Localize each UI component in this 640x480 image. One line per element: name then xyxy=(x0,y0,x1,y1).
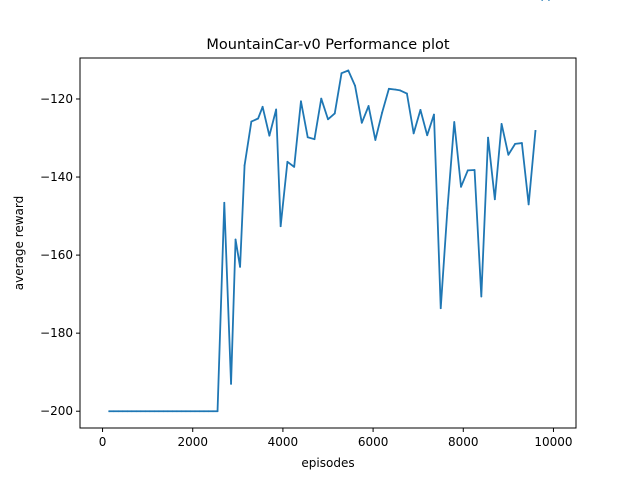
data-point xyxy=(167,410,169,412)
data-point xyxy=(262,106,264,108)
data-point xyxy=(275,109,277,111)
y-tick-label: −140 xyxy=(40,170,73,184)
data-point xyxy=(250,121,252,123)
data-point xyxy=(406,93,408,95)
data-point xyxy=(117,410,119,412)
data-point xyxy=(223,202,225,204)
data-point xyxy=(440,307,442,309)
data-point xyxy=(131,410,133,412)
data-point xyxy=(460,186,462,188)
data-point xyxy=(199,410,201,412)
data-point xyxy=(374,139,376,141)
x-axis-label: episodes xyxy=(301,456,354,470)
data-point xyxy=(230,383,232,385)
data-point xyxy=(158,410,160,412)
x-tick-label: 6000 xyxy=(358,435,389,449)
data-point xyxy=(287,161,289,163)
data-point xyxy=(239,266,241,268)
data-point xyxy=(244,164,246,166)
data-point xyxy=(320,98,322,100)
data-point xyxy=(126,410,128,412)
data-point xyxy=(268,135,270,137)
data-point xyxy=(388,88,390,90)
y-tick-label: −120 xyxy=(40,92,73,106)
data-point xyxy=(433,114,435,116)
data-point xyxy=(368,105,370,107)
data-point xyxy=(395,89,397,91)
data-point xyxy=(122,410,124,412)
data-point xyxy=(480,296,482,298)
data-point xyxy=(314,138,316,140)
data-point xyxy=(507,154,509,156)
data-point xyxy=(208,410,210,412)
data-point xyxy=(354,85,356,87)
data-point xyxy=(144,410,146,412)
data-point xyxy=(149,410,151,412)
y-tick-label: −160 xyxy=(40,248,73,262)
y-tick-label: −180 xyxy=(40,326,73,340)
data-point xyxy=(514,143,516,145)
data-point xyxy=(467,170,469,172)
data-point xyxy=(172,410,174,412)
x-tick-label: 8000 xyxy=(448,435,479,449)
data-point xyxy=(235,239,237,241)
data-point xyxy=(474,169,476,171)
data-point xyxy=(399,89,401,91)
y-axis-label: average reward xyxy=(12,196,26,291)
y-tick-label: −200 xyxy=(40,404,73,418)
data-point xyxy=(307,136,309,138)
data-point xyxy=(381,112,383,114)
x-tick-label: 0 xyxy=(99,435,107,449)
data-point xyxy=(135,410,137,412)
data-point xyxy=(347,70,349,72)
data-point xyxy=(453,121,455,123)
data-point xyxy=(487,137,489,139)
data-point xyxy=(293,166,295,168)
data-point xyxy=(176,410,178,412)
data-point xyxy=(194,410,196,412)
data-point xyxy=(426,134,428,136)
data-point xyxy=(447,207,449,209)
chart-title: MountainCar-v0 Performance plot xyxy=(206,37,449,53)
data-point xyxy=(181,410,183,412)
data-point xyxy=(300,100,302,102)
data-point xyxy=(154,410,156,412)
data-point xyxy=(212,410,214,412)
data-point xyxy=(528,203,530,205)
x-tick-label: 2000 xyxy=(177,435,208,449)
data-point xyxy=(108,410,110,412)
data-point xyxy=(163,410,165,412)
data-point xyxy=(341,72,343,74)
data-point xyxy=(413,132,415,134)
x-tick-label: 10000 xyxy=(534,435,572,449)
data-point xyxy=(334,113,336,115)
x-tick-label: 4000 xyxy=(268,435,299,449)
data-point xyxy=(257,118,259,120)
data-point xyxy=(140,410,142,412)
data-point xyxy=(217,410,219,412)
data-point xyxy=(535,130,537,132)
data-point xyxy=(501,123,503,125)
data-point xyxy=(190,410,192,412)
data-point xyxy=(420,109,422,111)
data-point xyxy=(113,410,115,412)
data-point xyxy=(185,410,187,412)
data-point xyxy=(494,198,496,200)
data-point xyxy=(327,118,329,120)
data-point xyxy=(203,410,205,412)
data-point xyxy=(521,142,523,144)
data-point xyxy=(361,122,363,124)
data-point xyxy=(280,225,282,227)
